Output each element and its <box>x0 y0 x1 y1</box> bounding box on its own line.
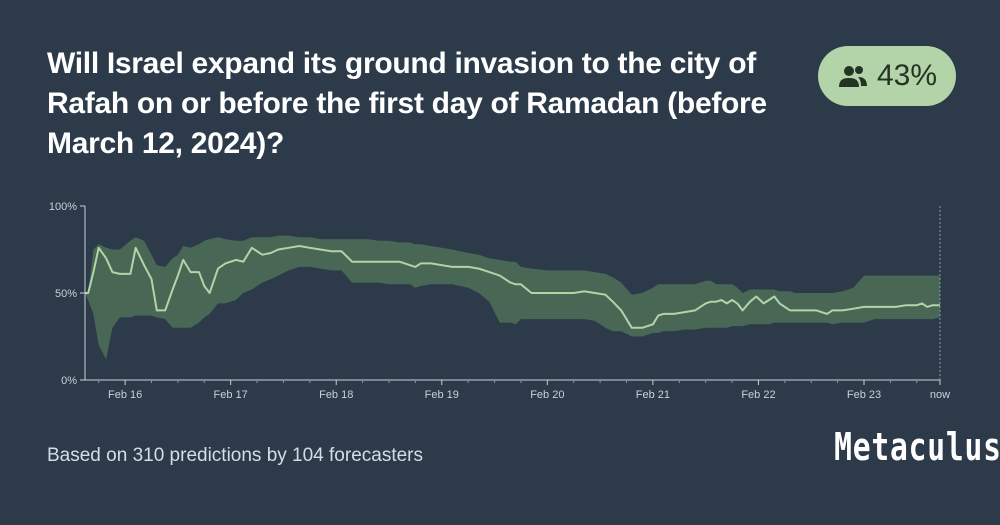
x-tick-label: Feb 18 <box>319 389 353 401</box>
predictions-summary: Based on 310 predictions by 104 forecast… <box>47 445 424 466</box>
y-tick-label: 100% <box>49 201 77 213</box>
x-tick-label: Feb 21 <box>636 389 670 401</box>
prediction-value: 43% <box>876 59 938 92</box>
metaculus-logo: Metaculus <box>834 425 1000 469</box>
confidence-band <box>85 235 940 360</box>
x-tick-label: now <box>930 389 950 401</box>
x-tick-label: Feb 22 <box>741 389 775 401</box>
x-tick-label: Feb 17 <box>214 389 248 401</box>
median-line <box>85 245 940 329</box>
x-tick-label: Feb 19 <box>425 389 459 401</box>
users-icon <box>838 66 867 87</box>
y-tick-label: 0% <box>61 375 77 387</box>
prediction-history-chart: 0% 50% 100% Feb 16 Feb 17 Feb 18 Feb 19 Feb 20… <box>49 201 950 401</box>
community-prediction-badge: 43% <box>818 46 956 106</box>
x-tick-label: Feb 16 <box>108 389 142 401</box>
y-tick-label: 50% <box>55 288 77 300</box>
question-title: Will Israel expand its ground invasion t… <box>47 47 767 160</box>
x-tick-label: Feb 23 <box>847 389 881 401</box>
x-tick-label: Feb 20 <box>530 389 564 401</box>
